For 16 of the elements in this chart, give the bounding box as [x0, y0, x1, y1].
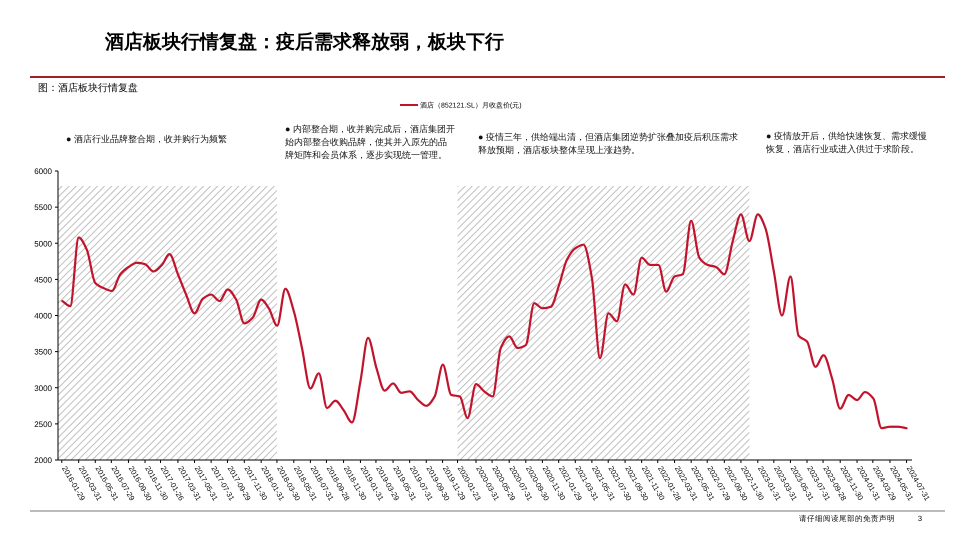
text: ● 内部整合期，收并购完成后，酒店集团开始内部整合收购品牌，使其并入原先的品牌矩阵和会员体系，逐步实现统一管理。: [285, 123, 455, 162]
text: ● 疫情三年，供给端出清，但酒店集团逆势扩张叠加疫后积压需求释放预期，酒店板块整体呈现上涨趋势。: [478, 131, 739, 157]
y-tick-label: 2500: [34, 420, 53, 429]
chart-subtitle: 图：酒店板块行情复盘: [38, 82, 138, 94]
line-series: [61, 213, 908, 430]
y-tick-label: 4000: [34, 312, 53, 320]
text: ● 酒店行业品牌整合期，收并购行为频繁: [66, 133, 228, 146]
y-tick-label: 6000: [34, 167, 53, 176]
y-tick-label: 2000: [34, 456, 53, 465]
text: ● 疫情放开后，供给快速恢复、需求缓慢恢复，酒店行业或进入供过于求阶段。: [766, 130, 928, 156]
y-tick-label: 5000: [34, 239, 53, 248]
y-tick-label: 3000: [34, 384, 53, 393]
y-tick-label: 4500: [34, 275, 53, 284]
chart-title: 酒店板块行情复盘：疫后需求释放弱，板块下行: [104, 31, 504, 53]
y-tick-label: 5500: [34, 203, 53, 212]
y-tick-label: 3500: [34, 348, 53, 357]
